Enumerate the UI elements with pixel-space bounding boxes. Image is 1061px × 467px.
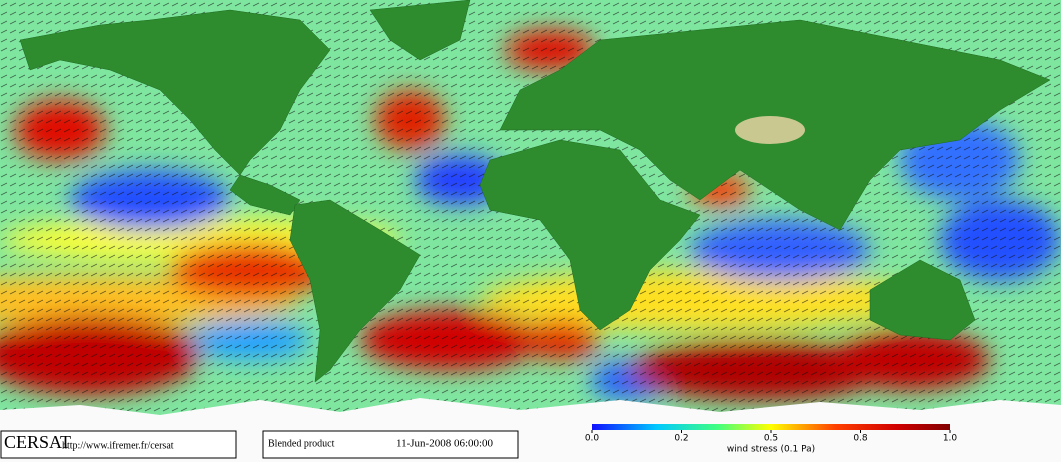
product-box xyxy=(262,430,519,459)
tibet xyxy=(735,116,805,144)
colorbar-tick-label: 1.0 xyxy=(943,434,958,444)
colorbar: wind stress (0.1 Pa) 0.0 0.2 0.5 0.8 1.0 xyxy=(585,424,958,455)
colorbar-tick-label: 0.8 xyxy=(853,434,868,444)
timestamp: 11-Jun-2008 06:00:00 xyxy=(396,438,494,450)
australia xyxy=(869,259,976,341)
colorbar-label: wind stress (0.1 Pa) xyxy=(727,445,815,455)
africa xyxy=(479,139,701,331)
land xyxy=(19,0,1051,383)
footer: CERSAT http://www.ifremer.fr/cersat Blen… xyxy=(0,430,519,459)
url: http://www.ifremer.fr/cersat xyxy=(62,440,174,451)
product: Blended product xyxy=(268,438,335,449)
greenland xyxy=(369,0,471,61)
logo: CERSAT xyxy=(4,432,71,452)
colorbar-gradient xyxy=(592,424,950,430)
colorbar-tick-label: 0.0 xyxy=(585,434,600,444)
logo-box xyxy=(0,430,237,459)
south-america xyxy=(289,199,421,383)
colorbar-tick-label: 0.2 xyxy=(674,434,688,444)
colorbar-tick-label: 0.5 xyxy=(764,434,778,444)
